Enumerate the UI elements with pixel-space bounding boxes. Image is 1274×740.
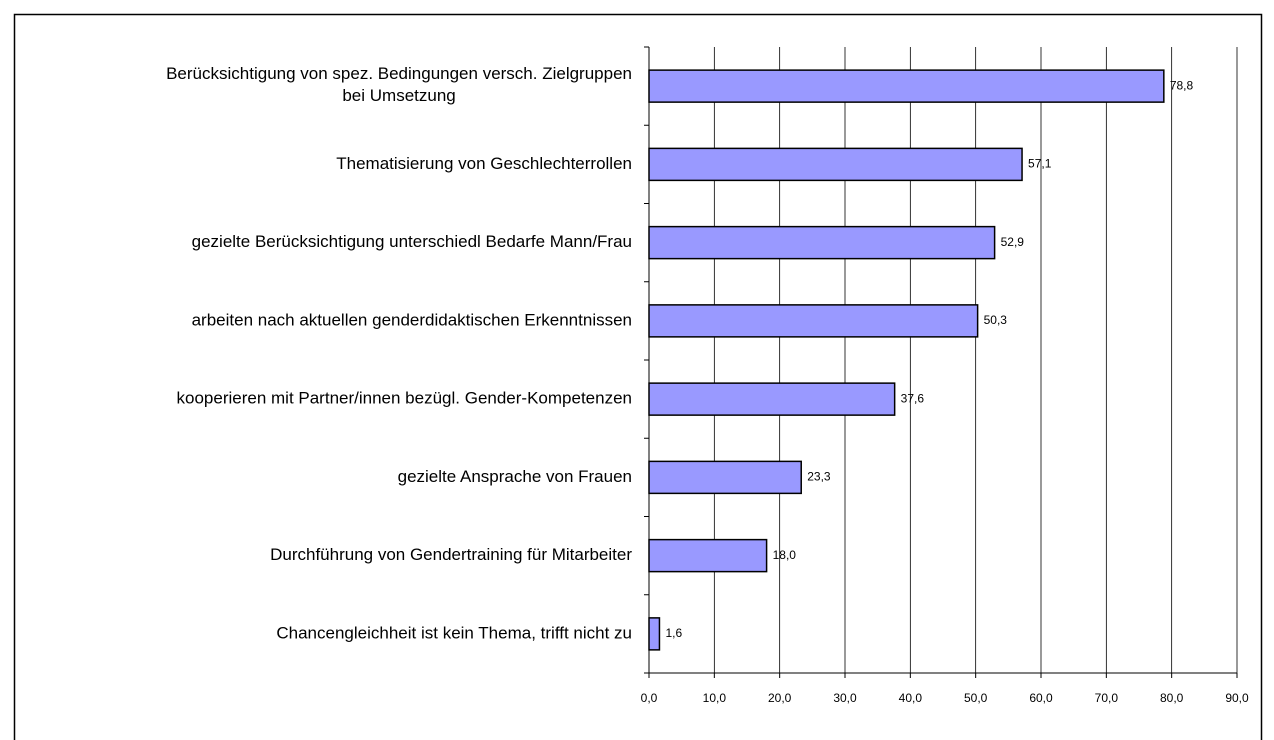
bar [648,617,661,651]
bar [648,538,768,573]
x-tick-label: 0,0 [641,691,658,705]
value-label: 18,0 [773,548,797,562]
bar [648,69,1165,103]
category-label: Chancengleichheit ist kein Thema, trifft… [276,623,632,642]
bar [648,304,979,338]
value-label: 52,9 [1001,235,1025,249]
bar [648,147,1023,182]
x-tick-label: 30,0 [833,691,857,705]
category-label-line: bei Umsetzung [342,87,455,106]
x-tick-label: 80,0 [1160,691,1184,705]
bar [648,460,802,495]
category-label: kooperieren mit Partner/innen bezügl. Ge… [177,389,633,408]
value-label: 37,6 [901,391,925,405]
value-label: 1,6 [665,626,682,640]
value-label: 50,3 [984,313,1008,327]
value-label: 57,1 [1028,157,1052,171]
bar [648,225,996,260]
x-tick-label: 60,0 [1029,691,1053,705]
bar [648,382,896,416]
x-tick-label: 50,0 [964,691,988,705]
category-label-line: Berücksichtigung von spez. Bedingungen v… [166,65,632,84]
frame [13,13,1263,740]
x-tick-label: 10,0 [703,691,727,705]
x-tick-label: 20,0 [768,691,792,705]
category-label: Berücksichtigung von spez. Bedingungen v… [166,65,632,106]
category-label: gezielte Ansprache von Frauen [398,467,632,486]
value-label: 78,8 [1170,78,1194,92]
category-label: Thematisierung von Geschlechterrollen [336,154,632,173]
category-label: gezielte Berücksichtigung unterschiedl B… [192,232,632,251]
x-tick-label: 90,0 [1225,691,1249,705]
category-label: arbeiten nach aktuellen genderdidaktisch… [192,310,632,329]
category-label: Durchführung von Gendertraining für Mita… [270,545,632,564]
x-tick-label: 40,0 [899,691,923,705]
value-label: 23,3 [807,470,831,484]
x-tick-label: 70,0 [1095,691,1119,705]
